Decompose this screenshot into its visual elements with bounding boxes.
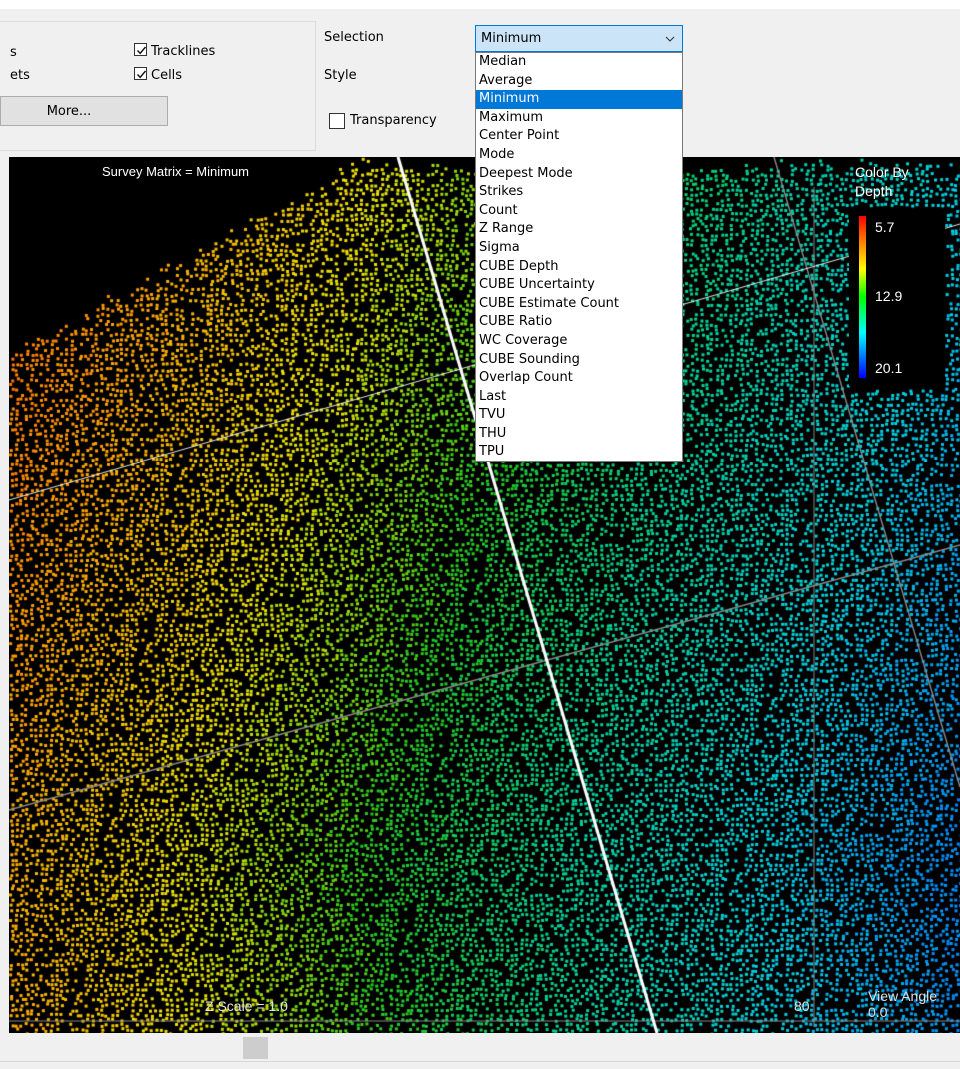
legend-title-line2: Depth [855, 183, 893, 199]
display-options-group [0, 21, 316, 151]
selection-option[interactable]: Mode [479, 146, 515, 162]
selection-option[interactable]: Minimum [476, 90, 682, 109]
selection-label: Selection [324, 30, 384, 45]
selection-option[interactable]: Median [479, 54, 527, 69]
selection-option[interactable]: Average [479, 72, 533, 88]
tracklines-checkbox[interactable] [134, 43, 147, 56]
selection-option[interactable]: CUBE Uncertainty [479, 277, 595, 293]
checkmark-icon [136, 46, 147, 55]
z-scale-label: Z Scale = 1.0 [205, 998, 288, 1014]
legend-mid-label: 12.9 [875, 288, 903, 304]
selection-option[interactable]: CUBE Estimate Count [479, 295, 620, 311]
selection-option[interactable]: THU [479, 425, 507, 441]
partial-checkbox-label-1[interactable]: s [10, 45, 17, 60]
selection-option[interactable]: CUBE Sounding [479, 351, 580, 367]
cells-label[interactable]: Cells [151, 68, 183, 83]
more-button-label: More... [46, 103, 92, 119]
partial-checkbox-label-2[interactable]: ets [10, 68, 30, 83]
selection-dropdown-list: Median Average Minimum Maximum Center Point M… [475, 52, 683, 462]
selection-combobox[interactable]: Minimum [475, 25, 683, 52]
chevron-down-icon [665, 36, 675, 42]
checkmark-icon [136, 70, 147, 79]
selection-option[interactable]: Strikes [479, 184, 524, 200]
selection-option[interactable]: CUBE Ratio [479, 314, 553, 330]
selection-option[interactable]: Center Point [479, 128, 560, 144]
axis-tick-label: 80 [794, 998, 810, 1014]
depth-color-ramp [859, 216, 866, 378]
view-angle-label: View Angle [868, 988, 938, 1004]
tracklines-label[interactable]: Tracklines [151, 44, 216, 59]
more-button[interactable]: More... [0, 96, 168, 126]
legend-title: Color By Depth [855, 163, 909, 201]
viewer-title: Survey Matrix = Minimum [102, 164, 249, 179]
horizontal-scrollbar[interactable] [0, 1033, 960, 1061]
transparency-label[interactable]: Transparency [350, 113, 437, 128]
style-label: Style [324, 68, 357, 83]
selection-option[interactable]: TPU [479, 444, 505, 460]
view-angle-value: 0.0 [868, 1004, 888, 1020]
selection-option[interactable]: Deepest Mode [479, 165, 573, 181]
selection-option[interactable]: CUBE Depth [479, 258, 559, 274]
legend-max-label: 5.7 [875, 219, 895, 235]
scrollbar-thumb[interactable] [243, 1037, 268, 1059]
status-bar [0, 1061, 960, 1069]
legend-min-label: 20.1 [875, 360, 903, 376]
legend-title-line1: Color By [855, 164, 909, 180]
selection-option[interactable]: Last [479, 388, 507, 404]
cells-checkbox[interactable] [134, 67, 147, 80]
selection-option[interactable]: WC Coverage [479, 332, 568, 348]
selection-option[interactable]: Overlap Count [479, 370, 573, 386]
view-angle-readout: View Angle 0.0 [868, 988, 937, 1020]
selection-option[interactable]: Maximum [479, 109, 544, 125]
selection-option[interactable]: Count [479, 202, 518, 218]
transparency-checkbox[interactable] [329, 113, 345, 129]
selection-option[interactable]: Z Range [479, 221, 534, 237]
selection-combobox-value: Minimum [481, 31, 542, 46]
selection-option[interactable]: Sigma [479, 239, 520, 255]
selection-option[interactable]: TVU [479, 407, 506, 423]
